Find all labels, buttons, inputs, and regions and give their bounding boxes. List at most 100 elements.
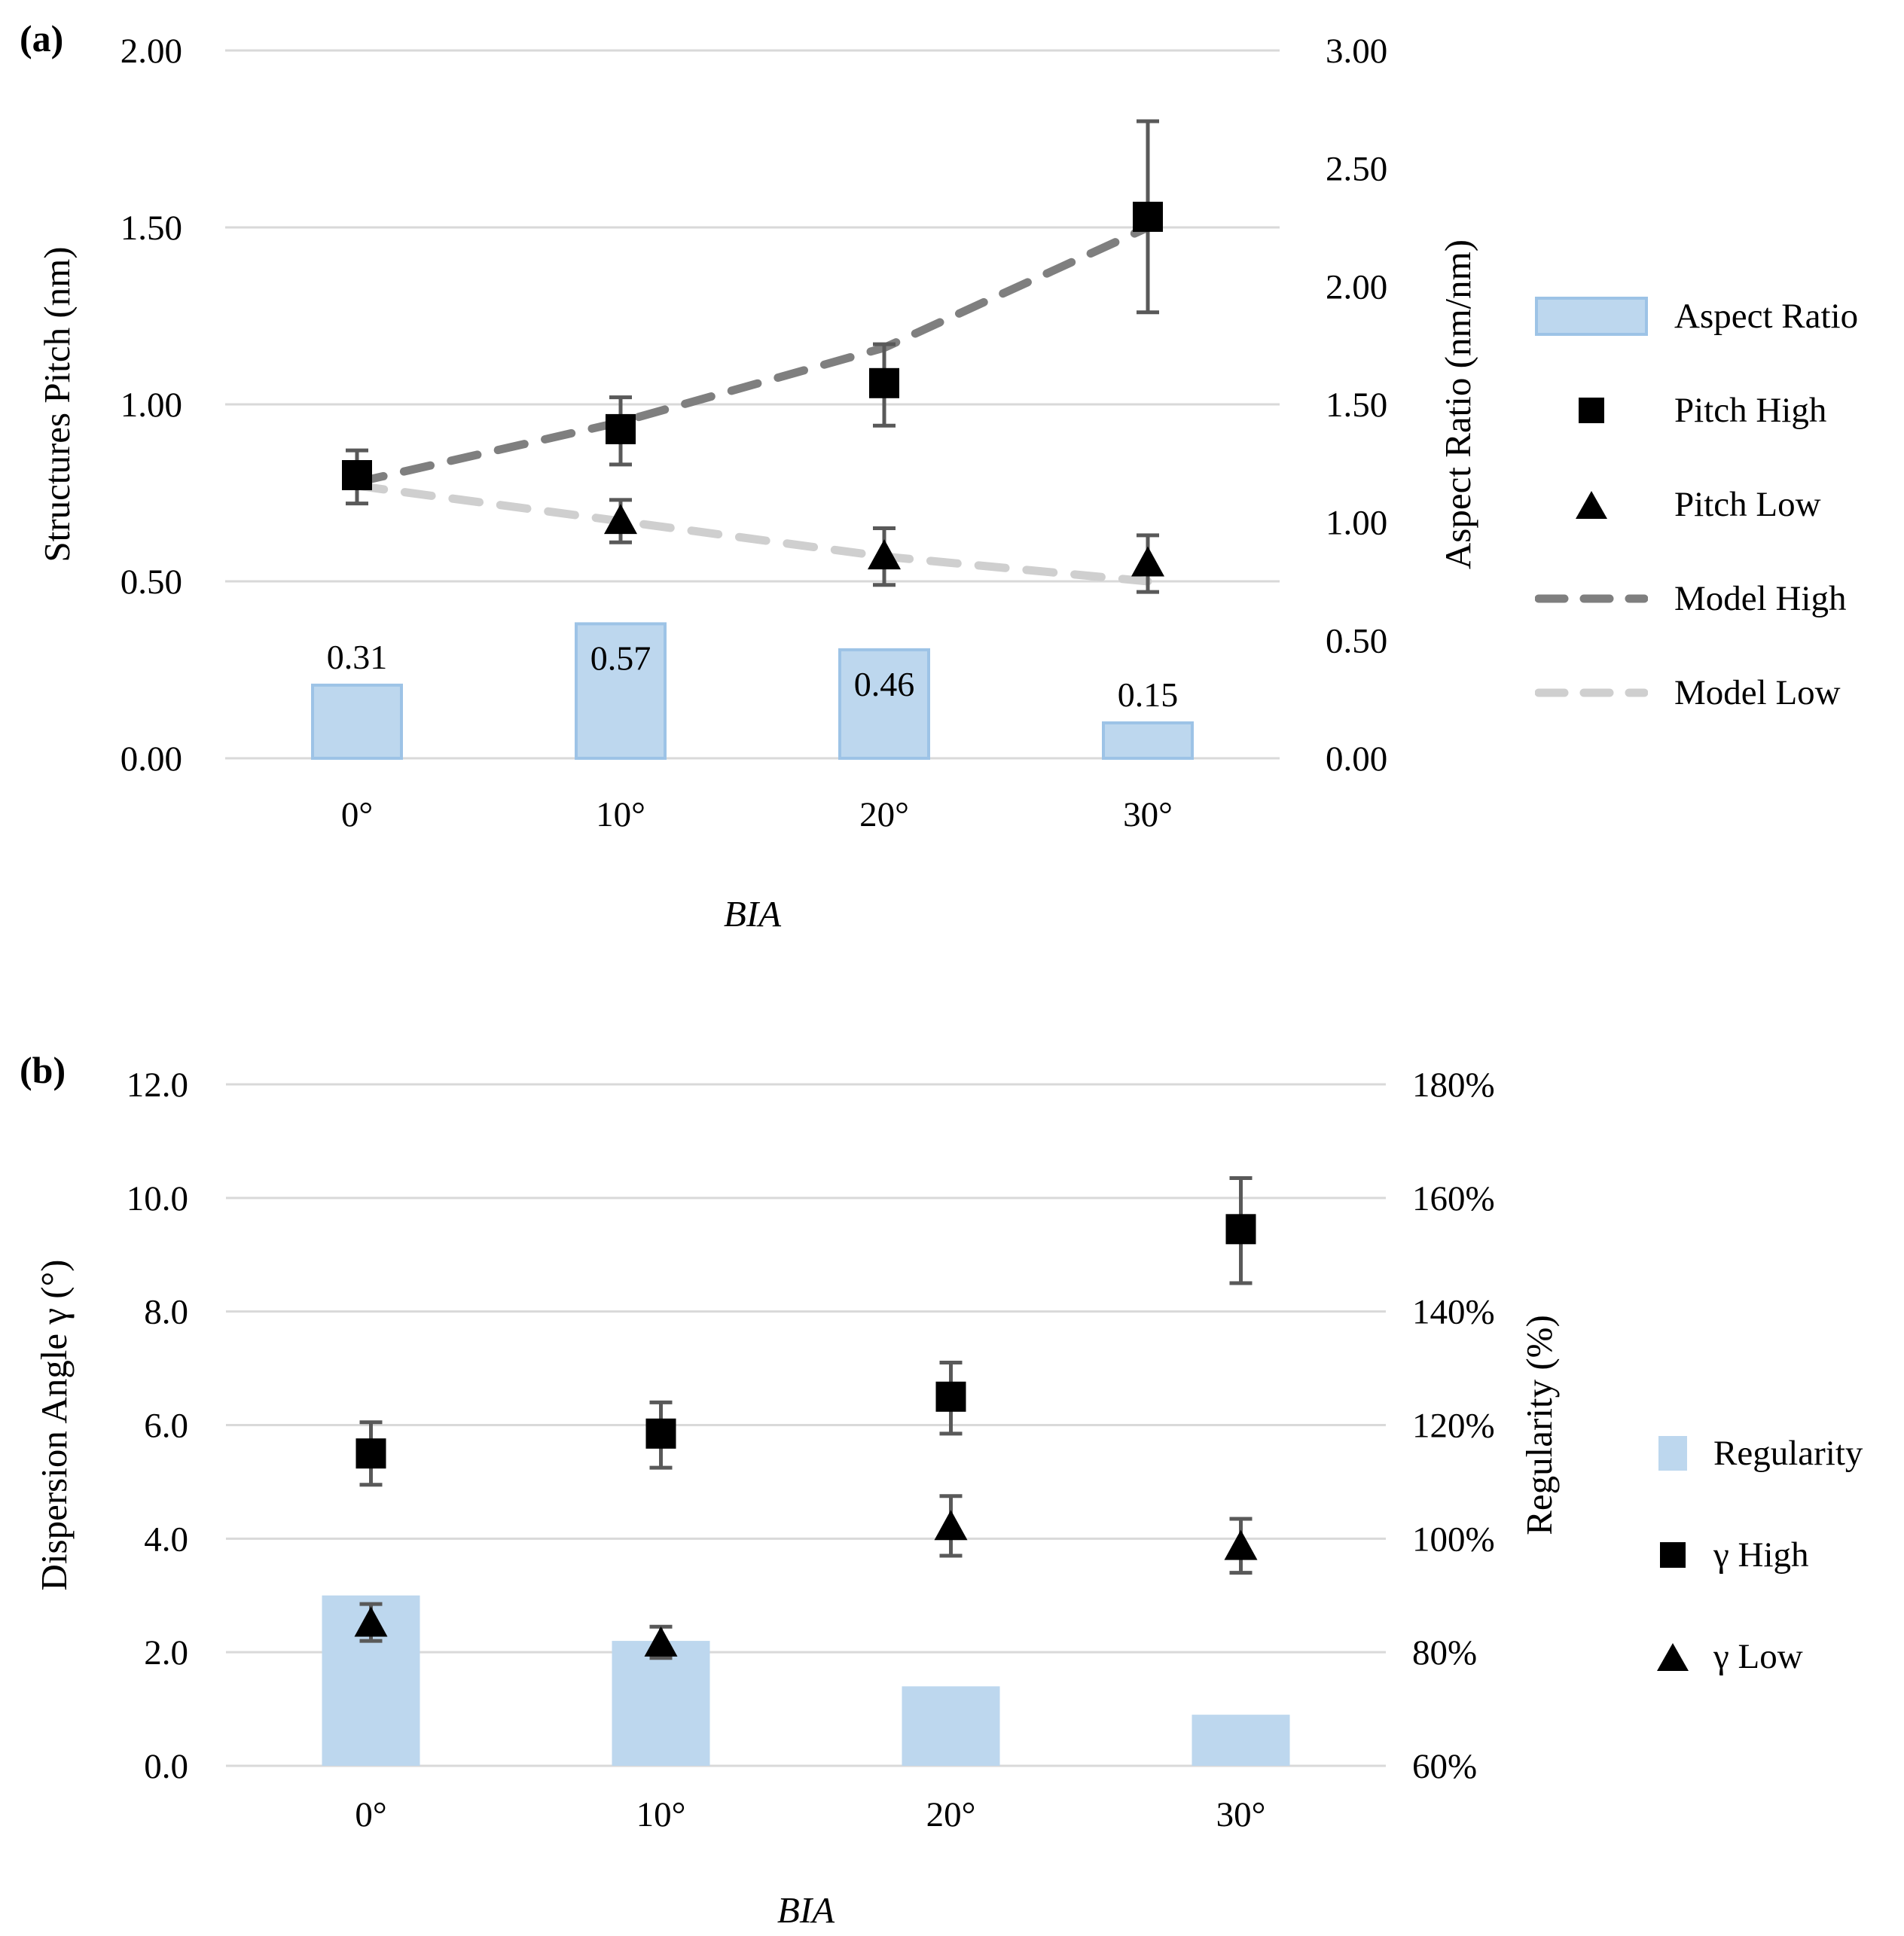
tick-label: 2.00 [1326,267,1387,306]
x-axis-title: BIA [777,1889,835,1931]
bar [612,1641,710,1766]
tick-label: 1.00 [121,386,182,425]
square-marker [1133,201,1163,232]
right-axis-ticks-a: 3.00 2.50 2.00 1.50 1.00 0.50 0.00 [1326,32,1387,779]
category-label: 30° [1216,1795,1266,1834]
bar-series-b [322,1595,1290,1766]
tick-label: 4.0 [144,1520,188,1559]
x-axis-a: 0° 10° 20° 30° BIA [341,795,1173,934]
panel-b: 12.010.08.06.04.02.00.0180%160%140%120%1… [33,1066,1560,1931]
legend-label: Regularity [1713,1434,1863,1473]
tick-label: 160% [1412,1179,1495,1218]
regularity-swatch [1658,1436,1687,1471]
x-axis-b: 0° 10° 20° 30° BIA [355,1795,1265,1931]
category-label: 0° [355,1795,386,1834]
tick-label: 180% [1412,1066,1495,1105]
square-marker [342,460,372,490]
bar-data-label: 0.57 [590,639,651,677]
legend-label: Model High [1674,579,1847,618]
bar [1192,1715,1290,1766]
bar [311,683,403,760]
tick-label: 100% [1412,1520,1495,1559]
pitch-high-swatch [1578,398,1604,423]
panel-b-label: (b) [20,1049,66,1091]
legend-label: Pitch Low [1674,485,1821,524]
x-axis-title: BIA [724,893,782,934]
tick-label: 2.50 [1326,150,1387,189]
category-label: 10° [636,1795,686,1834]
legend-label: γ Low [1713,1637,1803,1676]
square-marker [935,1381,966,1412]
left-axis-ticks-b: 12.0 10.0 8.0 6.0 4.0 2.0 0.0 [127,1066,188,1786]
tick-label: 0.50 [121,563,182,602]
scatter-pitch-low [604,498,1164,594]
triangle-marker [934,1510,968,1541]
tick-label: 0.00 [1326,739,1387,779]
legend-label: Pitch High [1674,391,1827,430]
tick-label: 10.0 [127,1179,188,1218]
legend-label: Aspect Ratio [1674,297,1859,336]
square-marker [355,1438,386,1469]
bar-data-label: 0.15 [1118,675,1179,714]
model-line [352,223,1152,486]
tick-label: 0.0 [144,1747,188,1786]
legend-item-pitch-low: Pitch Low [1521,474,1821,535]
model-line [352,481,1152,586]
panel-a-label: (a) [20,17,64,59]
triangle-marker [644,1626,678,1657]
left-axis-title: Structures Pitch (nm) [36,246,78,562]
legend-label: γ High [1713,1535,1809,1575]
tick-label: 140% [1412,1293,1495,1332]
legend-label: Model Low [1674,673,1841,712]
tick-label: 60% [1412,1747,1477,1786]
left-axis-ticks-a: 2.00 1.50 1.00 0.50 0.00 [121,32,182,779]
bar [1102,721,1194,760]
tick-label: 1.50 [1326,386,1387,425]
bar [575,622,667,761]
right-axis-title: Regularity (%) [1518,1315,1560,1535]
gamma-low-swatch [1657,1642,1689,1671]
scatter-pitch-high [342,119,1163,506]
left-axis-title: Dispersion Angle γ (°) [33,1260,75,1591]
tick-label: 120% [1412,1407,1495,1446]
tick-label: 1.00 [1326,504,1387,543]
legend-item-gamma-high: γ High [1646,1525,1809,1585]
tick-label: 80% [1412,1633,1477,1672]
tick-label: 12.0 [127,1066,188,1105]
aspect-ratio-swatch [1534,297,1648,336]
tick-label: 6.0 [144,1407,188,1446]
model-high-dash-swatch [1534,594,1648,603]
pitch-low-swatch [1575,490,1607,519]
triangle-marker [604,504,637,535]
category-label: 10° [596,795,645,834]
legend-item-model-low: Model Low [1521,663,1841,723]
bar [902,1686,1000,1766]
square-marker [1225,1214,1256,1245]
square-marker [606,413,636,444]
tick-label: 1.50 [121,209,182,248]
bar-data-label: 0.46 [854,665,915,703]
legend-item-aspect-ratio: Aspect Ratio [1521,286,1858,346]
triangle-marker [868,539,901,570]
model-low-dash-swatch [1534,688,1648,697]
square-marker [869,367,899,398]
bar-data-label: 0.31 [327,638,388,676]
right-axis-title: Aspect Ratio (nm/nm) [1437,239,1478,569]
triangle-marker [354,1606,388,1637]
right-axis-ticks-b: 180% 160% 140% 120% 100% 80% 60% [1412,1066,1495,1786]
tick-label: 0.50 [1326,621,1387,660]
legend-item-model-high: Model High [1521,569,1846,629]
category-label: 20° [859,795,909,834]
legend-item-pitch-high: Pitch High [1521,380,1826,441]
triangle-marker [1131,546,1164,577]
category-label: 0° [341,795,373,834]
legend-item-gamma-low: γ Low [1646,1627,1803,1687]
tick-label: 8.0 [144,1293,188,1332]
scatter-γ-high [355,1175,1256,1487]
category-label: 30° [1123,795,1173,834]
bar-series-a: 0.31 0.57 0.46 0.15 [311,622,1194,761]
tick-label: 0.00 [121,739,182,779]
panel-a: 0.31 0.570.46 0.152.001.501.000.500.003.00… [36,32,1478,934]
